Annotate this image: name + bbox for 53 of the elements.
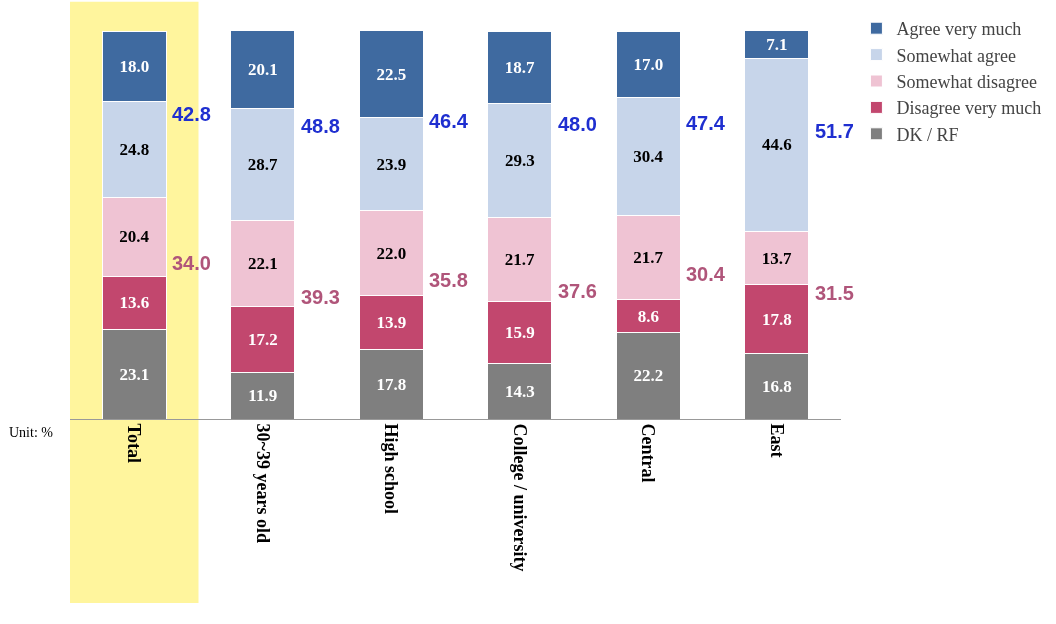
annotation: 51.7 (815, 120, 854, 142)
annotation: 46.4 (429, 110, 469, 132)
x-tick-label: East (766, 423, 787, 458)
legend-label: Somewhat disagree (896, 72, 1037, 93)
legend-label: Disagree very much (896, 98, 1042, 119)
annotation: 42.8 (172, 103, 211, 125)
annotation: 30.4 (686, 263, 726, 285)
data-label: 22.5 (376, 64, 407, 84)
x-tick-label: High school (381, 423, 402, 515)
annotation: 47.4 (686, 112, 726, 134)
x-tick-label: College / university (509, 423, 530, 572)
data-label: 20.1 (247, 60, 278, 80)
data-label: 20.4 (119, 227, 150, 247)
data-label: 44.6 (761, 135, 792, 155)
x-tick-label: Total (124, 423, 145, 463)
legend-label: DK / RF (896, 124, 959, 145)
data-label: 16.8 (761, 376, 792, 396)
data-label: 18.7 (504, 58, 535, 78)
data-label: 8.6 (637, 306, 659, 326)
data-label: 23.1 (119, 364, 150, 384)
data-label: 22.2 (633, 366, 664, 386)
data-label: 21.7 (633, 247, 664, 267)
data-label: 29.3 (504, 151, 535, 171)
data-label: 28.7 (247, 155, 278, 175)
legend-label: Somewhat agree (896, 45, 1016, 66)
x-tick-label: 30~39 years old (252, 423, 273, 543)
data-label: 13.9 (376, 313, 407, 333)
data-label: 14.3 (504, 381, 535, 401)
x-tick-label: Central (638, 423, 659, 483)
data-label: 22.0 (376, 243, 407, 263)
data-label: 21.7 (504, 250, 535, 270)
data-label: 17.2 (247, 329, 278, 349)
data-label: 13.6 (119, 293, 150, 313)
annotation: 48.8 (301, 115, 340, 137)
data-label: 24.8 (119, 139, 150, 159)
text: Unit: % (9, 425, 54, 440)
data-label: 7.1 (766, 35, 788, 55)
annotation: 37.6 (558, 280, 597, 302)
data-label: 23.9 (376, 154, 407, 174)
data-label: 17.8 (376, 374, 407, 394)
data-label: 15.9 (504, 323, 535, 343)
legend-label: Agree very much (896, 19, 1022, 40)
data-label: 18.0 (119, 56, 150, 76)
data-label: 11.9 (248, 386, 278, 406)
annotation: 35.8 (429, 269, 468, 291)
data-label: 30.4 (633, 146, 664, 166)
data-label: 17.0 (633, 54, 664, 74)
annotation: 31.5 (815, 282, 854, 304)
annotation: 48.0 (558, 113, 597, 135)
annotation: 39.3 (301, 286, 340, 308)
data-label: 17.8 (761, 309, 792, 329)
data-label: 13.7 (761, 248, 792, 268)
data-label: 22.1 (247, 253, 278, 273)
